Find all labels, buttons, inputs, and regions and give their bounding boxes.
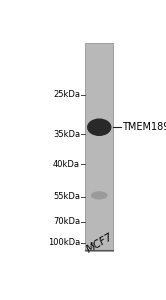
Text: TMEM189: TMEM189 bbox=[122, 122, 166, 132]
Ellipse shape bbox=[87, 118, 111, 136]
Text: 55kDa: 55kDa bbox=[53, 192, 80, 201]
Bar bbox=[85, 43, 113, 251]
Text: 40kDa: 40kDa bbox=[53, 160, 80, 169]
Text: 70kDa: 70kDa bbox=[53, 218, 80, 226]
Ellipse shape bbox=[91, 191, 108, 200]
Text: 100kDa: 100kDa bbox=[48, 238, 80, 247]
Text: 35kDa: 35kDa bbox=[53, 130, 80, 139]
Text: MCF7: MCF7 bbox=[84, 231, 114, 254]
Text: 25kDa: 25kDa bbox=[53, 90, 80, 99]
